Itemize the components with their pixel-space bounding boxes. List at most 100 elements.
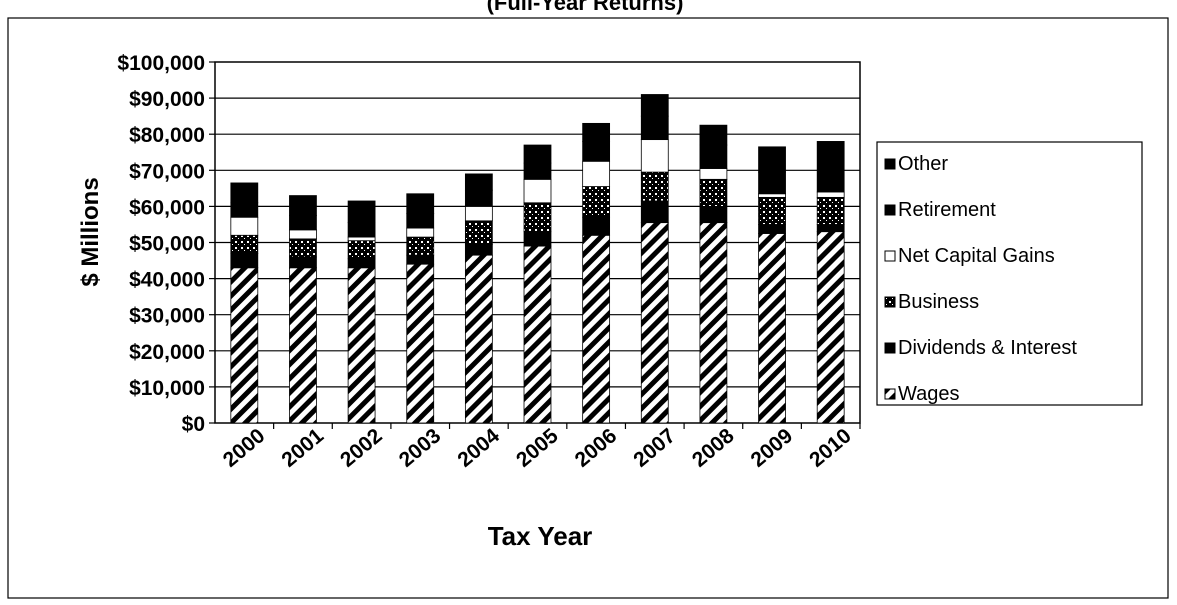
- y-tick-label: $50,000: [129, 233, 205, 256]
- bar-segment: [699, 205, 728, 224]
- bar-segment: [289, 229, 317, 240]
- legend-swatch: [884, 250, 896, 262]
- legend-swatch: [884, 296, 896, 308]
- bar-segment: [464, 243, 493, 256]
- bar-segment: [816, 231, 845, 424]
- bar-segment: [816, 224, 845, 233]
- bar-segment: [230, 234, 259, 254]
- bar-segment: [230, 182, 259, 204]
- bar-segment: [758, 196, 786, 225]
- bar-segment: [406, 254, 435, 265]
- legend: Other Retirement Net Capital Gains Business…: [876, 141, 1143, 406]
- legend-swatch: [884, 204, 896, 216]
- bar-segment: [582, 234, 611, 424]
- bar-segment: [406, 227, 435, 238]
- y-tick-label: $10,000: [129, 377, 205, 400]
- bar-segment: [230, 252, 259, 269]
- bar-segment: [347, 236, 376, 242]
- bar-segment: [523, 202, 552, 233]
- bar-segment: [464, 220, 493, 245]
- legend-label: Wages: [898, 383, 960, 405]
- bar-segment: [289, 256, 317, 269]
- bar-segment: [699, 168, 728, 180]
- bar-segment: [816, 169, 845, 193]
- legend-swatch: [884, 388, 896, 400]
- x-tick-label: 2006: [571, 424, 622, 472]
- bar-segment: [816, 196, 845, 225]
- bar-segment: [758, 224, 786, 234]
- bar-segment: [582, 141, 611, 162]
- y-tick-label: $70,000: [129, 160, 205, 183]
- bar-segment: [523, 162, 552, 180]
- bar-segment: [758, 146, 786, 173]
- y-tick-label: $30,000: [129, 305, 205, 328]
- y-tick-label: $90,000: [129, 88, 205, 111]
- bar-segment: [230, 202, 259, 218]
- chart-title: (Full-Year Returns): [487, 0, 684, 15]
- y-axis-title: $ Millions: [77, 177, 104, 286]
- chart-frame: [7, 17, 1169, 599]
- x-tick-label: 2003: [395, 424, 446, 472]
- bar-segment: [406, 236, 435, 256]
- x-axis-title: Tax Year: [488, 521, 593, 551]
- legend-label: Retirement: [898, 199, 996, 221]
- x-tick-label: 2008: [688, 424, 739, 472]
- bar-segment: [523, 245, 552, 424]
- bar-segment: [464, 173, 493, 191]
- bar-segment: [699, 222, 728, 424]
- legend-box: [876, 141, 1143, 406]
- plot-area: $0 $10,000 $20,000 $30,000 $40,000 $50,000 $60…: [117, 52, 861, 472]
- bar-segment: [640, 139, 669, 173]
- bar-segment: [347, 267, 376, 424]
- bar-segment: [289, 195, 317, 216]
- legend-swatch: [884, 158, 896, 170]
- y-tick-label: $80,000: [129, 124, 205, 147]
- legend-label: Business: [898, 291, 979, 313]
- bar-segment: [230, 267, 259, 424]
- y-tick-label: $20,000: [129, 341, 205, 364]
- legend-swatch: [884, 342, 896, 354]
- bar-segment: [816, 191, 845, 198]
- x-tick-label: 2001: [277, 424, 328, 472]
- y-tick-label: $100,000: [117, 52, 205, 75]
- bar-segment: [582, 160, 611, 187]
- y-tick-label: $60,000: [129, 196, 205, 219]
- y-tick-label: $40,000: [129, 269, 205, 292]
- bar-segment: [289, 267, 317, 424]
- bar-segment: [758, 171, 786, 195]
- bar-segment: [464, 189, 493, 207]
- bar-segment: [699, 144, 728, 169]
- bar-segment: [347, 258, 376, 269]
- bar-segment: [582, 216, 611, 236]
- x-tick-label: 2000: [219, 424, 270, 472]
- bar-segment: [699, 178, 728, 207]
- bar-segment: [289, 238, 317, 258]
- bar-segment: [406, 213, 435, 229]
- bar-segment: [640, 115, 669, 141]
- bar-segment: [523, 231, 552, 247]
- bar-segment: [582, 122, 611, 142]
- y-tick-label: $0: [182, 413, 205, 436]
- bar-segment: [523, 144, 552, 164]
- bar-segment: [347, 222, 376, 238]
- x-tick-label: 2004: [453, 424, 504, 472]
- bar-segment: [347, 240, 376, 260]
- legend-label: Net Capital Gains: [898, 245, 1055, 267]
- bar-segment: [816, 141, 845, 171]
- legend-label: Other: [898, 153, 948, 175]
- x-tick-label: 2007: [629, 424, 680, 472]
- x-tick-label: 2002: [336, 424, 387, 472]
- bar-segment: [347, 200, 376, 224]
- legend-label: Dividends & Interest: [898, 337, 1077, 359]
- x-tick-label: 2009: [747, 424, 798, 472]
- bar-segment: [230, 216, 259, 236]
- bar-segment: [523, 178, 552, 204]
- bar-segment: [640, 200, 669, 224]
- bar-segment: [289, 215, 317, 231]
- bar-segment: [758, 193, 786, 198]
- bar-segment: [464, 254, 493, 424]
- x-tick-label: 2005: [512, 424, 563, 472]
- bar-segment: [640, 222, 669, 424]
- x-tick-label: 2010: [805, 424, 856, 472]
